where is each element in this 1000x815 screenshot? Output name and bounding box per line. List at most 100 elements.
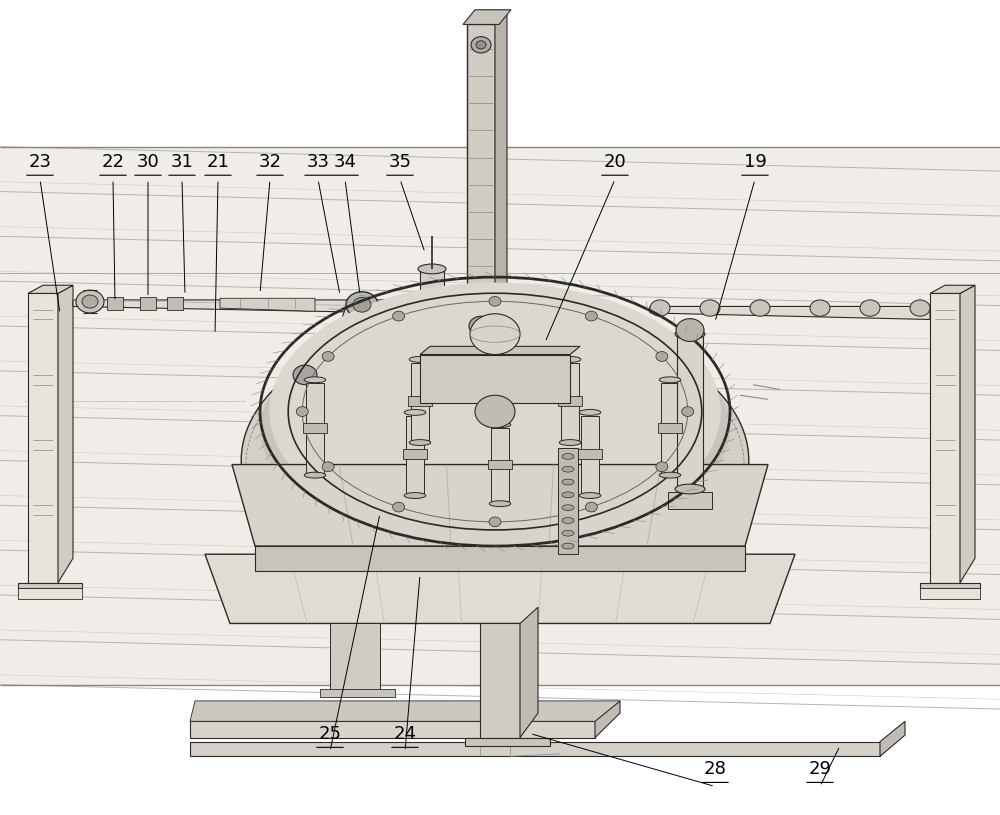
Text: 31: 31	[171, 153, 193, 171]
Circle shape	[322, 462, 334, 472]
Polygon shape	[411, 363, 429, 440]
Circle shape	[543, 365, 567, 385]
Text: 22: 22	[102, 153, 124, 171]
Ellipse shape	[562, 531, 574, 536]
Text: 20: 20	[604, 153, 626, 171]
Ellipse shape	[241, 315, 749, 606]
Polygon shape	[0, 147, 1000, 685]
Polygon shape	[558, 396, 582, 407]
Circle shape	[293, 365, 317, 385]
Polygon shape	[920, 588, 980, 599]
Polygon shape	[167, 297, 183, 310]
Text: 34: 34	[334, 153, 356, 171]
Polygon shape	[463, 10, 511, 24]
Polygon shape	[420, 269, 444, 428]
Polygon shape	[677, 334, 703, 489]
Polygon shape	[668, 492, 712, 509]
Ellipse shape	[659, 472, 681, 478]
Circle shape	[393, 502, 405, 512]
Circle shape	[860, 300, 880, 316]
Ellipse shape	[579, 409, 601, 416]
Circle shape	[302, 417, 338, 447]
Polygon shape	[465, 738, 550, 746]
Polygon shape	[220, 298, 315, 311]
Circle shape	[483, 330, 507, 350]
Ellipse shape	[489, 421, 511, 428]
Circle shape	[676, 319, 704, 341]
Ellipse shape	[418, 423, 446, 433]
Polygon shape	[306, 383, 324, 473]
Polygon shape	[930, 285, 975, 293]
Circle shape	[488, 352, 512, 372]
Circle shape	[750, 300, 770, 316]
Polygon shape	[880, 721, 905, 756]
Circle shape	[469, 316, 493, 336]
Polygon shape	[28, 293, 58, 583]
Ellipse shape	[675, 329, 705, 339]
Circle shape	[910, 300, 930, 316]
Polygon shape	[488, 460, 512, 469]
Polygon shape	[595, 701, 620, 738]
Text: 29: 29	[808, 760, 832, 778]
Polygon shape	[578, 450, 602, 460]
Polygon shape	[303, 423, 327, 433]
Polygon shape	[495, 12, 507, 326]
Polygon shape	[320, 689, 395, 697]
Text: 19: 19	[744, 153, 766, 171]
Ellipse shape	[418, 264, 446, 274]
Circle shape	[656, 351, 668, 361]
Polygon shape	[558, 448, 578, 554]
Ellipse shape	[404, 492, 426, 499]
Circle shape	[346, 292, 378, 318]
Text: 35: 35	[388, 153, 412, 171]
Circle shape	[585, 502, 597, 512]
Circle shape	[810, 300, 830, 316]
Ellipse shape	[675, 484, 705, 494]
Circle shape	[296, 407, 308, 416]
Polygon shape	[658, 423, 682, 433]
Circle shape	[76, 290, 104, 313]
Ellipse shape	[304, 472, 326, 478]
Ellipse shape	[489, 500, 511, 507]
Polygon shape	[330, 623, 380, 693]
Circle shape	[353, 297, 371, 312]
Polygon shape	[406, 416, 424, 493]
Polygon shape	[661, 383, 679, 473]
Text: 21: 21	[207, 153, 229, 171]
Polygon shape	[205, 554, 795, 623]
Polygon shape	[18, 588, 82, 599]
Ellipse shape	[409, 439, 431, 446]
Ellipse shape	[579, 492, 601, 499]
Circle shape	[650, 300, 670, 316]
Polygon shape	[306, 302, 376, 435]
Polygon shape	[420, 346, 580, 355]
Text: 23: 23	[28, 153, 52, 171]
Circle shape	[470, 314, 520, 355]
Circle shape	[322, 351, 334, 361]
Ellipse shape	[471, 37, 491, 53]
Polygon shape	[491, 428, 509, 501]
Ellipse shape	[562, 504, 574, 510]
Polygon shape	[255, 546, 745, 570]
Ellipse shape	[476, 41, 486, 49]
Polygon shape	[190, 701, 620, 721]
Ellipse shape	[559, 356, 581, 363]
Ellipse shape	[559, 439, 581, 446]
Ellipse shape	[562, 453, 574, 460]
Text: 24: 24	[394, 725, 416, 743]
Polygon shape	[303, 328, 483, 381]
Polygon shape	[581, 416, 599, 493]
Text: 30: 30	[137, 153, 159, 171]
Polygon shape	[58, 285, 73, 583]
Circle shape	[489, 297, 501, 306]
Polygon shape	[920, 583, 980, 588]
Polygon shape	[190, 721, 595, 738]
Polygon shape	[18, 583, 82, 588]
Polygon shape	[28, 285, 73, 293]
Polygon shape	[232, 465, 768, 546]
Ellipse shape	[304, 377, 326, 383]
Ellipse shape	[562, 492, 574, 498]
Ellipse shape	[562, 479, 574, 485]
Circle shape	[656, 462, 668, 472]
Polygon shape	[960, 285, 975, 583]
